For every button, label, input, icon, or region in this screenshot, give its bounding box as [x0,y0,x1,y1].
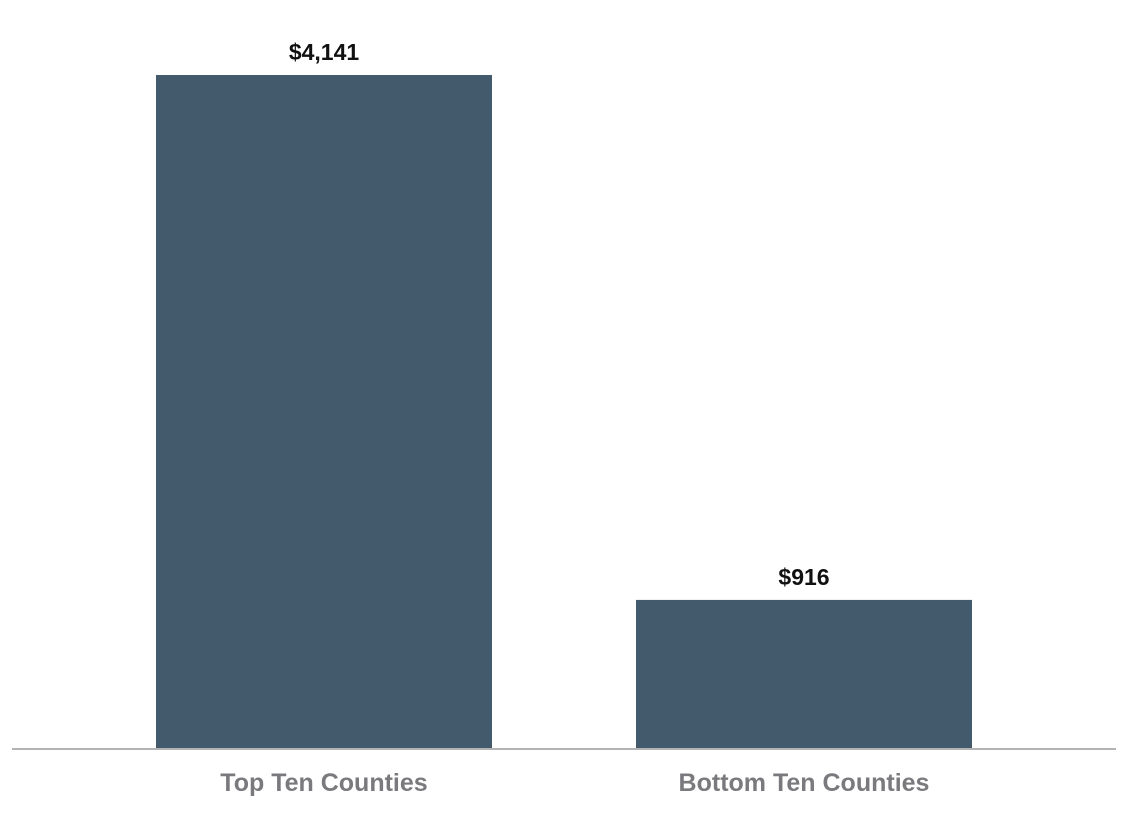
category-label-bottom-ten-counties: Bottom Ten Counties [679,769,930,797]
value-label-top-ten-counties: $4,141 [289,39,360,65]
bar-top-ten-counties [156,75,492,749]
bars-group [156,75,972,749]
bar-bottom-ten-counties [636,599,972,749]
value-labels-group: $4,141 $916 [289,39,830,590]
value-label-bottom-ten-counties: $916 [778,564,829,590]
category-labels-group: Top Ten Counties Bottom Ten Counties [220,769,929,797]
category-label-top-ten-counties: Top Ten Counties [220,769,427,797]
